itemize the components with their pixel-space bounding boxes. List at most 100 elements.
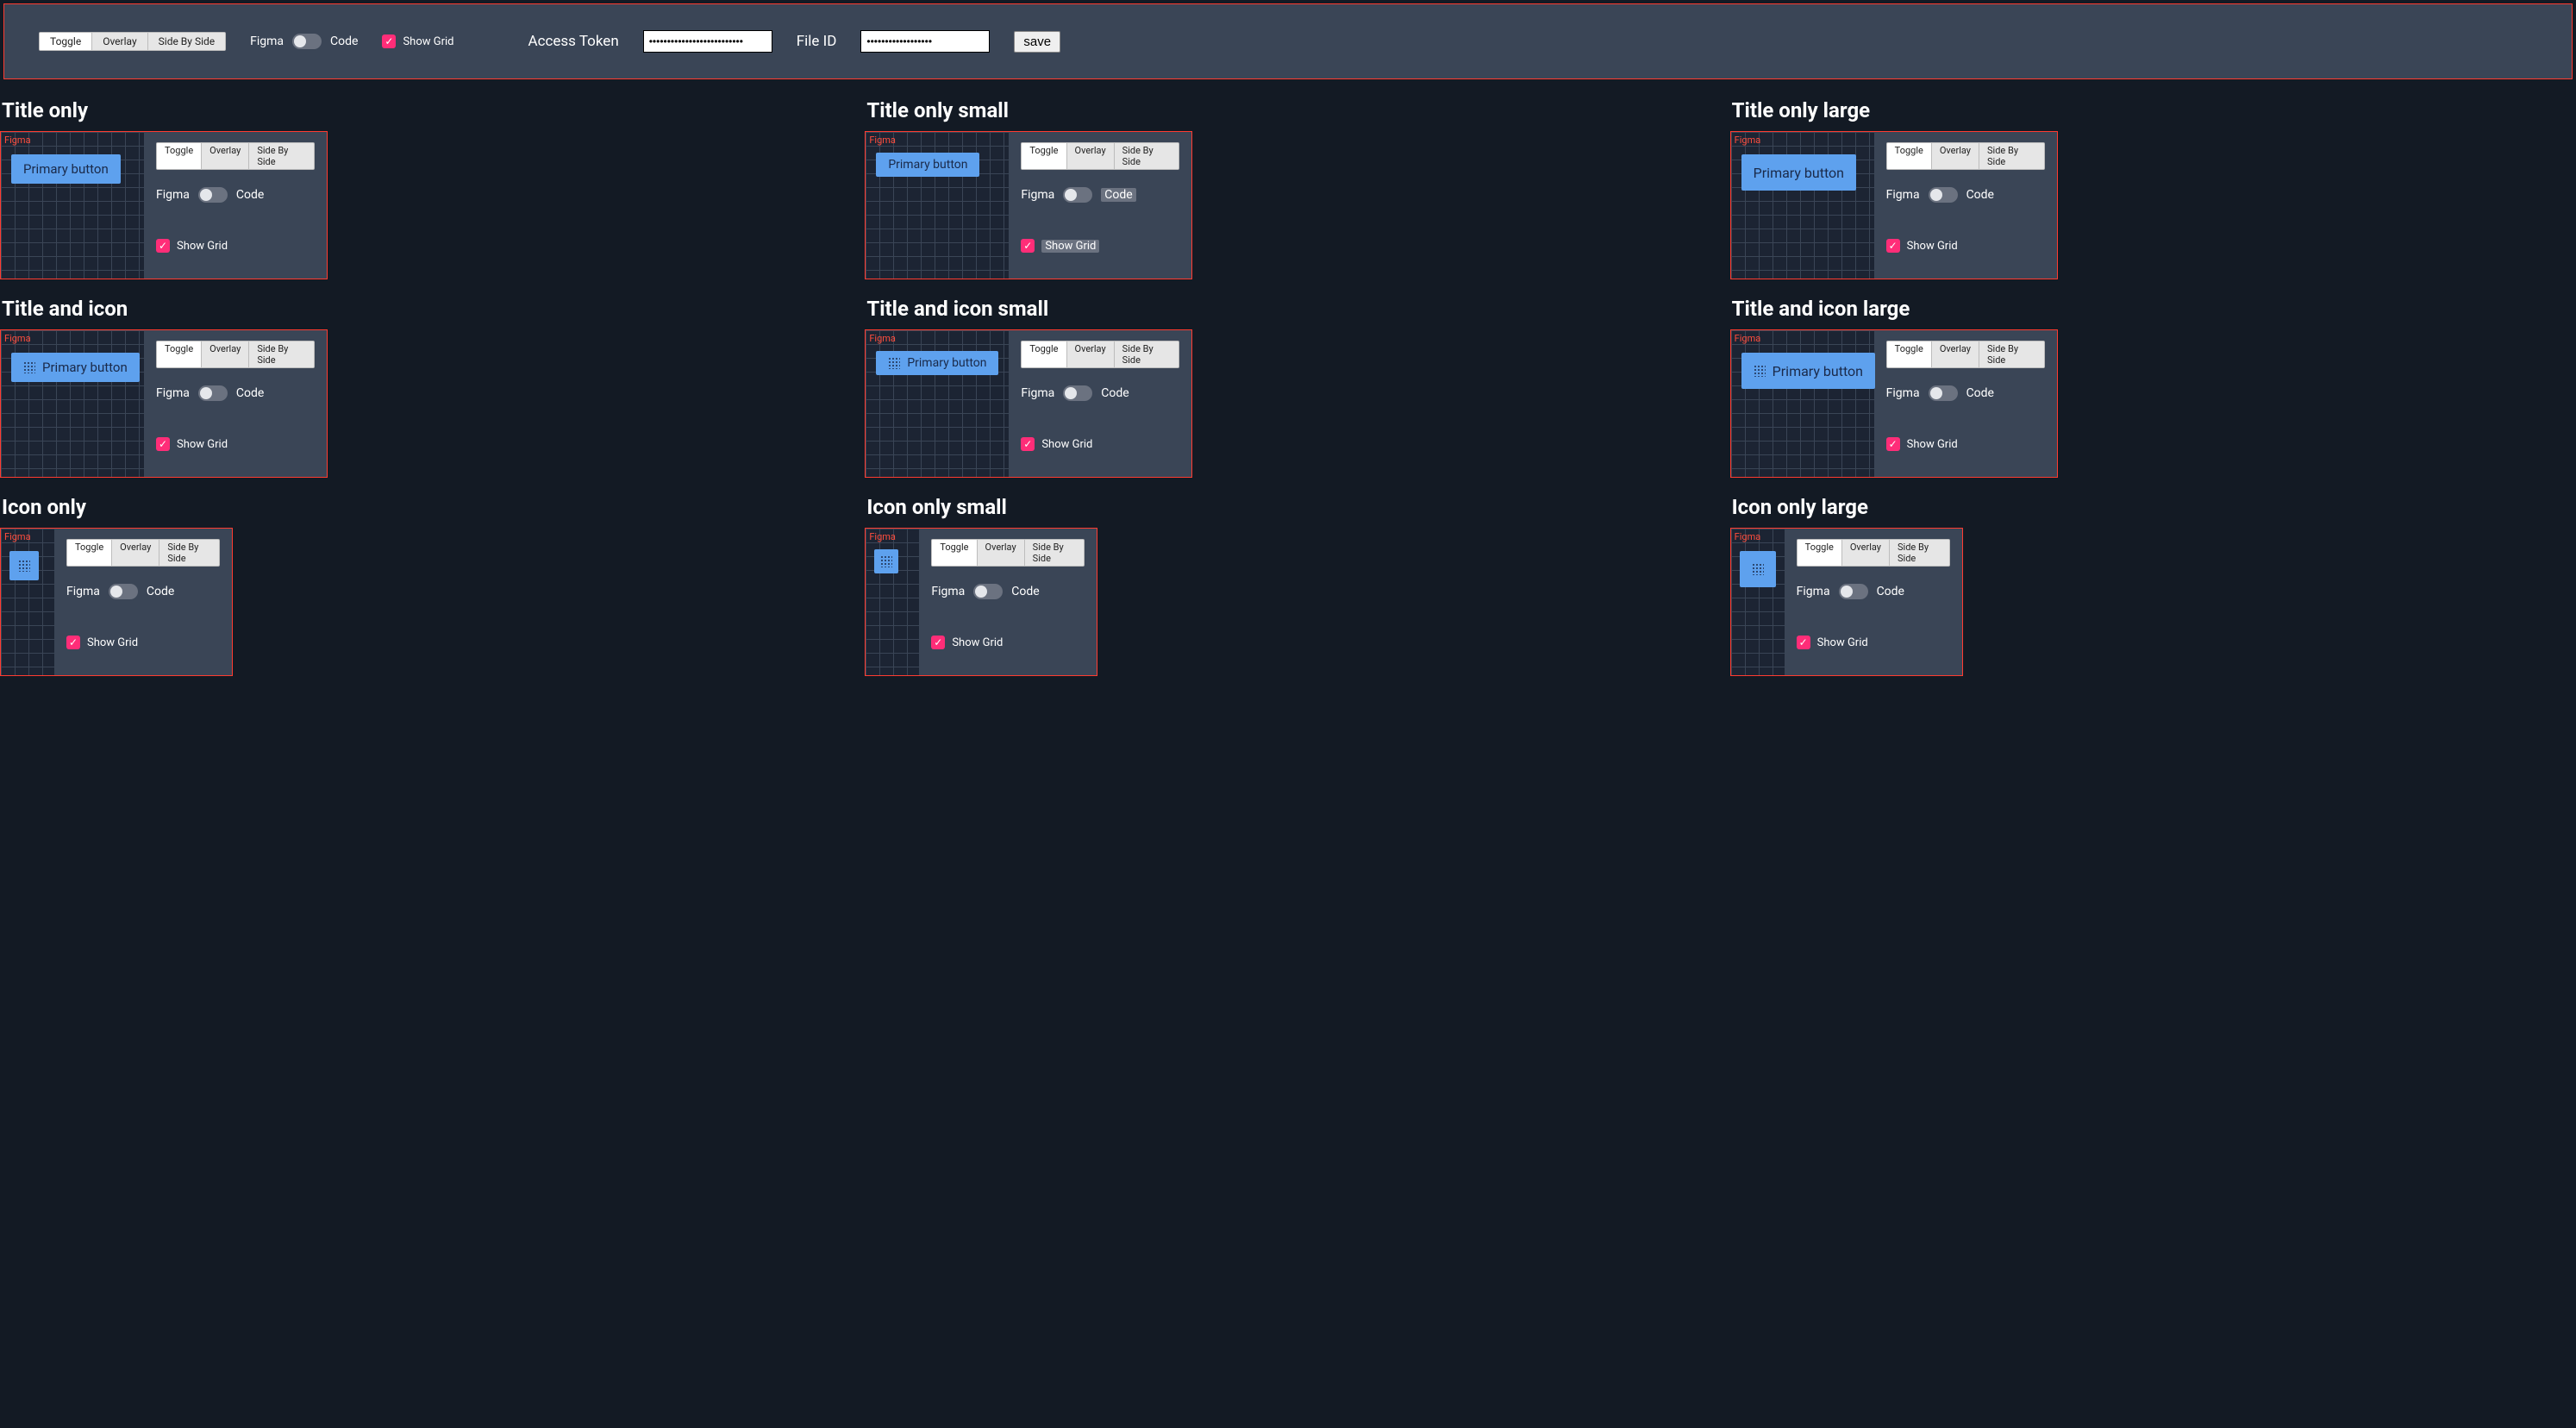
variant-cell: Title and icon small Figma Primary butto… xyxy=(865,285,1710,478)
seg-side-by-side[interactable]: Side By Side xyxy=(1979,143,2044,169)
seg-toggle[interactable]: Toggle xyxy=(1887,341,1932,367)
figma-code-toggle[interactable] xyxy=(973,584,1003,599)
show-grid-checkbox[interactable]: ✓ xyxy=(66,636,80,649)
figma-code-switch: Figma Code xyxy=(1021,187,1179,203)
variant-title: Icon only xyxy=(2,495,846,519)
seg-overlay[interactable]: Overlay xyxy=(112,540,159,566)
view-mode-segmented[interactable]: Toggle Overlay Side By Side xyxy=(1886,142,2045,170)
view-mode-segmented[interactable]: Toggle Overlay Side By Side xyxy=(1797,539,1950,567)
seg-side-by-side[interactable]: Side By Side xyxy=(249,143,314,169)
seg-overlay[interactable]: Overlay xyxy=(202,143,249,169)
view-mode-segmented[interactable]: Toggle Overlay Side By Side xyxy=(39,32,226,51)
figma-code-toggle[interactable] xyxy=(292,34,322,49)
seg-overlay[interactable]: Overlay xyxy=(1842,540,1890,566)
seg-side-by-side[interactable]: Side By Side xyxy=(1115,143,1179,169)
show-grid-checkbox[interactable]: ✓ xyxy=(1021,437,1035,451)
seg-side-by-side[interactable]: Side By Side xyxy=(249,341,314,367)
figma-tag: Figma xyxy=(869,135,896,146)
topbar: Toggle Overlay Side By Side Figma Code ✓… xyxy=(3,3,2573,79)
figma-code-toggle[interactable] xyxy=(109,584,138,599)
primary-button[interactable]: Primary button xyxy=(11,154,121,184)
primary-button[interactable] xyxy=(1740,551,1776,587)
show-grid-checkbox[interactable]: ✓ xyxy=(1886,239,1900,253)
view-mode-segmented[interactable]: Toggle Overlay Side By Side xyxy=(66,539,220,567)
show-grid-label: Show Grid xyxy=(177,240,228,253)
seg-overlay[interactable]: Overlay xyxy=(1932,143,1979,169)
variant-title: Title only small xyxy=(866,98,1710,122)
show-grid-row: ✓ Show Grid xyxy=(1797,636,1950,649)
seg-toggle[interactable]: Toggle xyxy=(157,341,202,367)
seg-side-by-side[interactable]: Side By Side xyxy=(148,33,225,50)
seg-overlay[interactable]: Overlay xyxy=(1067,341,1115,367)
view-mode-segmented[interactable]: Toggle Overlay Side By Side xyxy=(156,142,315,170)
show-grid-checkbox[interactable]: ✓ xyxy=(382,34,396,48)
figma-label: Figma xyxy=(1886,386,1920,400)
seg-toggle[interactable]: Toggle xyxy=(157,143,202,169)
preview-pane: Figma xyxy=(1731,529,1785,675)
figma-code-toggle[interactable] xyxy=(1929,385,1958,401)
variant-card: Figma Toggle Overlay Side By Side Figma … xyxy=(865,528,1097,676)
primary-button-label: Primary button xyxy=(907,356,986,370)
variant-cell: Icon only small Figma Toggle Overlay Sid… xyxy=(865,483,1710,676)
controls-panel: Toggle Overlay Side By Side Figma Code ✓… xyxy=(1009,132,1191,279)
seg-overlay[interactable]: Overlay xyxy=(202,341,249,367)
save-button[interactable]: save xyxy=(1014,31,1060,53)
figma-code-toggle[interactable] xyxy=(198,385,228,401)
figma-code-toggle[interactable] xyxy=(1929,187,1958,203)
variant-cell: Title only large Figma Primary button To… xyxy=(1730,86,2576,279)
seg-side-by-side[interactable]: Side By Side xyxy=(159,540,219,566)
code-label: Code xyxy=(1966,386,1994,400)
primary-button[interactable] xyxy=(9,551,39,580)
view-mode-segmented[interactable]: Toggle Overlay Side By Side xyxy=(931,539,1085,567)
primary-button[interactable]: Primary button xyxy=(1741,154,1856,191)
seg-toggle[interactable]: Toggle xyxy=(1022,143,1066,169)
show-grid-checkbox[interactable]: ✓ xyxy=(1886,437,1900,451)
figma-code-toggle[interactable] xyxy=(1839,584,1868,599)
seg-toggle[interactable]: Toggle xyxy=(1798,540,1842,566)
primary-button[interactable]: Primary button xyxy=(1741,353,1875,389)
grid-icon xyxy=(880,555,892,567)
file-id-input[interactable] xyxy=(860,30,990,53)
seg-overlay[interactable]: Overlay xyxy=(92,33,147,50)
seg-side-by-side[interactable]: Side By Side xyxy=(1890,540,1949,566)
figma-label: Figma xyxy=(156,188,190,202)
show-grid-checkbox[interactable]: ✓ xyxy=(156,239,170,253)
figma-code-toggle[interactable] xyxy=(198,187,228,203)
show-grid-row: ✓ Show Grid xyxy=(1021,437,1179,451)
seg-overlay[interactable]: Overlay xyxy=(1067,143,1115,169)
show-grid-checkbox[interactable]: ✓ xyxy=(156,437,170,451)
primary-button[interactable]: Primary button xyxy=(876,351,998,375)
view-mode-segmented[interactable]: Toggle Overlay Side By Side xyxy=(1021,341,1179,368)
seg-toggle[interactable]: Toggle xyxy=(67,540,112,566)
figma-code-toggle[interactable] xyxy=(1063,385,1092,401)
primary-button[interactable]: Primary button xyxy=(11,353,140,382)
seg-overlay[interactable]: Overlay xyxy=(1932,341,1979,367)
show-grid-checkbox[interactable]: ✓ xyxy=(1021,239,1035,253)
seg-side-by-side[interactable]: Side By Side xyxy=(1979,341,2044,367)
figma-tag: Figma xyxy=(4,135,31,146)
seg-toggle[interactable]: Toggle xyxy=(1022,341,1066,367)
show-grid-label: Show Grid xyxy=(177,438,228,451)
seg-side-by-side[interactable]: Side By Side xyxy=(1025,540,1085,566)
preview-pane: Figma Primary button xyxy=(866,132,1009,279)
seg-side-by-side[interactable]: Side By Side xyxy=(1115,341,1179,367)
code-label: Code xyxy=(1877,585,1904,598)
view-mode-segmented[interactable]: Toggle Overlay Side By Side xyxy=(1886,341,2045,368)
show-grid-checkbox[interactable]: ✓ xyxy=(1797,636,1810,649)
code-label: Code xyxy=(236,386,264,400)
figma-code-toggle[interactable] xyxy=(1063,187,1092,203)
figma-code-switch: Figma Code xyxy=(1886,385,2045,401)
primary-button[interactable] xyxy=(874,549,898,573)
seg-toggle[interactable]: Toggle xyxy=(932,540,977,566)
figma-label: Figma xyxy=(1886,188,1920,202)
seg-toggle[interactable]: Toggle xyxy=(1887,143,1932,169)
primary-button[interactable]: Primary button xyxy=(876,153,979,177)
figma-label: Figma xyxy=(250,34,284,48)
seg-toggle[interactable]: Toggle xyxy=(40,33,92,50)
variant-card: Figma Primary button Toggle Overlay Side… xyxy=(1730,329,2058,478)
view-mode-segmented[interactable]: Toggle Overlay Side By Side xyxy=(156,341,315,368)
show-grid-checkbox[interactable]: ✓ xyxy=(931,636,945,649)
view-mode-segmented[interactable]: Toggle Overlay Side By Side xyxy=(1021,142,1179,170)
seg-overlay[interactable]: Overlay xyxy=(978,540,1025,566)
access-token-input[interactable] xyxy=(643,30,772,53)
